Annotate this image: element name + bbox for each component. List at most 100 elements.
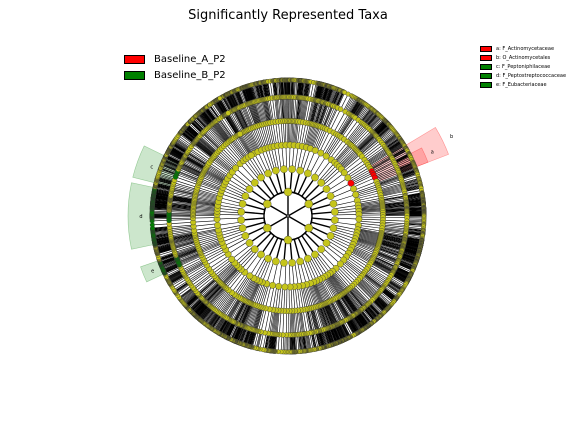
branch — [338, 296, 352, 317]
branch — [355, 131, 373, 150]
branch — [156, 246, 174, 251]
branch — [221, 233, 245, 243]
branch — [272, 80, 276, 98]
branch — [307, 124, 315, 148]
branch — [154, 239, 172, 245]
branch — [325, 86, 332, 104]
branch — [326, 136, 341, 157]
branch — [341, 322, 350, 338]
branch — [382, 202, 407, 206]
branch — [153, 236, 171, 240]
branch — [340, 93, 349, 110]
branch — [324, 303, 335, 326]
branch — [350, 316, 360, 332]
branch — [236, 301, 248, 324]
branch — [307, 333, 311, 351]
branch — [304, 123, 311, 148]
branch — [391, 274, 407, 284]
branch — [204, 283, 222, 302]
branch — [403, 181, 420, 187]
branch — [314, 307, 322, 331]
branch — [272, 334, 276, 352]
branch — [235, 108, 247, 131]
branch — [216, 291, 231, 312]
branch — [192, 300, 206, 314]
branch — [285, 145, 287, 170]
branch — [380, 236, 405, 242]
branch — [231, 92, 239, 108]
branch — [294, 286, 298, 311]
branch — [356, 133, 375, 151]
branch — [355, 237, 379, 246]
branch — [370, 156, 392, 170]
branch — [335, 145, 352, 164]
branch — [156, 245, 173, 251]
branch — [331, 89, 339, 106]
branch — [327, 302, 338, 325]
branch — [263, 99, 269, 124]
branch — [256, 331, 262, 349]
branch — [210, 313, 221, 328]
branch — [312, 82, 317, 100]
branch — [199, 306, 211, 320]
branch — [282, 80, 284, 98]
branch — [270, 334, 274, 351]
branch — [217, 211, 242, 214]
branch — [194, 229, 219, 235]
branch — [175, 245, 198, 254]
branch — [387, 141, 402, 152]
branch — [314, 281, 325, 305]
branch — [338, 323, 346, 340]
branch — [311, 100, 319, 125]
branch — [382, 200, 407, 205]
branch — [171, 233, 195, 239]
branch — [202, 281, 220, 299]
branch — [297, 97, 301, 122]
branch — [230, 111, 243, 133]
branch — [201, 244, 224, 256]
branch — [336, 297, 350, 319]
branch — [267, 309, 273, 334]
branch — [364, 271, 385, 287]
branch — [381, 196, 406, 201]
branch — [316, 280, 327, 304]
branch — [178, 253, 202, 264]
branch — [306, 258, 317, 282]
branch — [271, 310, 275, 334]
branch — [159, 254, 176, 261]
branch — [382, 287, 397, 299]
branch — [171, 234, 195, 241]
branch — [382, 204, 407, 208]
branch — [397, 162, 414, 170]
branch — [267, 81, 271, 99]
branch — [376, 124, 390, 137]
branch — [359, 310, 371, 325]
branch — [187, 295, 201, 308]
branch — [334, 325, 343, 341]
branch — [323, 86, 330, 103]
branch — [193, 209, 218, 212]
branch — [299, 122, 304, 146]
branch — [377, 175, 401, 185]
branch — [275, 334, 278, 352]
branch — [243, 304, 253, 327]
branch — [323, 105, 333, 128]
branch — [311, 126, 321, 150]
branch — [235, 275, 250, 296]
branch — [256, 101, 264, 125]
branch — [261, 82, 266, 100]
branch — [200, 280, 219, 298]
branch — [312, 332, 317, 350]
branch — [304, 333, 308, 351]
branch — [352, 101, 363, 117]
branch — [222, 96, 231, 112]
branch — [305, 99, 311, 123]
branch — [388, 144, 404, 154]
branch — [380, 238, 404, 246]
branch — [321, 278, 334, 300]
branch — [345, 319, 355, 335]
taxon-node — [337, 106, 344, 112]
branch — [356, 133, 374, 151]
branch — [300, 80, 303, 98]
branch — [199, 241, 222, 251]
